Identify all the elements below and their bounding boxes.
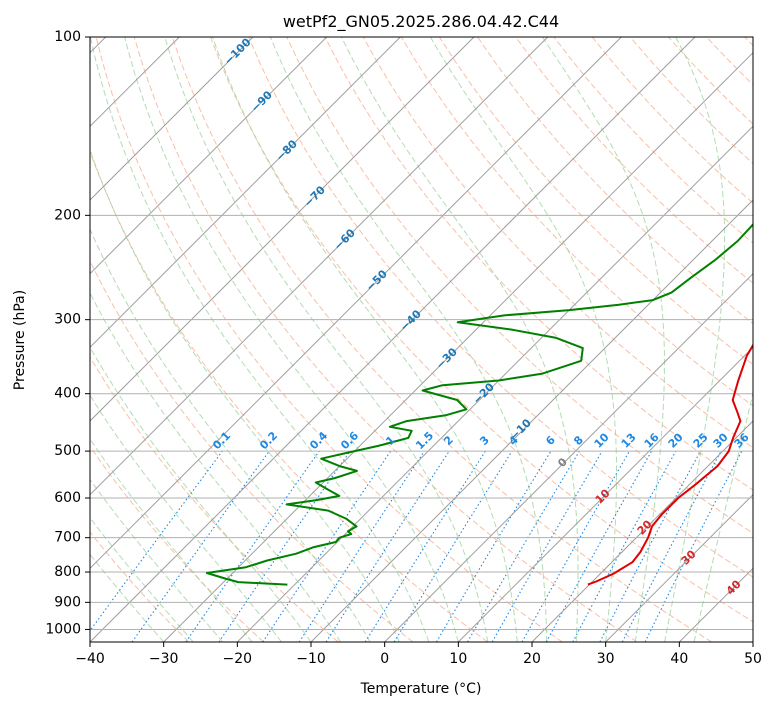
moist-adiabat (164, 37, 489, 642)
isotherm (90, 37, 696, 642)
mixing-ratio-line (521, 450, 630, 642)
moist-adiabat (429, 37, 617, 642)
moist-adiabat (90, 228, 371, 642)
isotherm (163, 51, 753, 642)
isotherm (90, 37, 401, 349)
moist-adiabat (90, 147, 400, 642)
x-axis-label: Temperature (°C) (360, 681, 482, 697)
moist-adiabat (90, 478, 223, 642)
y-tick-label: 600 (54, 490, 81, 506)
y-tick-label: 900 (54, 594, 81, 610)
isotherm (605, 493, 753, 642)
mixing-ratio-line (131, 450, 270, 642)
dewpoint-line (205, 223, 753, 586)
x-tick-label: −40 (75, 651, 105, 667)
y-tick-label: 700 (54, 530, 81, 546)
x-tick-label: 0 (380, 651, 389, 667)
dry-adiabat (438, 37, 753, 366)
x-tick-label: −10 (296, 651, 326, 667)
y-tick-label: 200 (54, 207, 81, 223)
temperature-line (587, 343, 753, 586)
mixing-ratio-line (218, 450, 351, 642)
dry-adiabat (90, 356, 339, 642)
mixing-ratio-line (545, 450, 653, 642)
mixing-ratio-line (393, 450, 513, 642)
moist-adiabat (90, 516, 194, 642)
moist-adiabat (90, 346, 312, 642)
dry-adiabat (248, 37, 753, 578)
mixing-ratio-line (644, 450, 743, 642)
dry-adiabat (95, 37, 563, 642)
dry-adiabat (90, 531, 190, 642)
dry-adiabat (210, 37, 753, 623)
y-tick-label: 800 (54, 564, 81, 580)
isotherm (384, 272, 753, 642)
isotherm (90, 37, 475, 422)
isotherm (531, 420, 753, 642)
moist-adiabat (542, 37, 666, 642)
x-tick-label: −30 (149, 651, 179, 667)
isotherm (310, 199, 753, 642)
isotherm (90, 37, 254, 201)
mixing-ratio-line (185, 450, 320, 642)
moist-adiabat (90, 37, 430, 642)
x-tick-label: 10 (449, 651, 467, 667)
isotherm (90, 37, 622, 570)
x-tick-label: 50 (744, 651, 762, 667)
x-tick-label: 40 (670, 651, 688, 667)
moist-adiabat (340, 37, 579, 642)
moist-adiabat (664, 37, 726, 642)
x-tick-label: −20 (223, 651, 253, 667)
y-tick-label: 100 (54, 29, 81, 45)
isotherm (457, 346, 753, 642)
mixing-ratio-line (325, 450, 450, 642)
moist-adiabat (212, 37, 518, 642)
moist-adiabat (90, 438, 253, 642)
mixing-ratio-line (298, 450, 425, 642)
isotherm (90, 37, 328, 275)
plot-frame (89, 36, 754, 643)
dry-adiabat (90, 445, 264, 642)
mixing-ratio-line (572, 450, 677, 642)
mixing-ratio-line (90, 450, 223, 632)
x-tick-label: 20 (523, 651, 541, 667)
moist-adiabat (90, 553, 165, 642)
y-axis-label: Pressure (hPa) (12, 290, 28, 390)
dry-adiabat (400, 37, 753, 407)
isotherm (90, 37, 549, 496)
dry-adiabat (90, 150, 488, 642)
x-tick-label: 30 (597, 651, 615, 667)
y-tick-label: 400 (54, 386, 81, 402)
y-tick-label: 1000 (45, 621, 81, 637)
isotherm (236, 125, 753, 642)
y-tick-label: 500 (54, 443, 81, 459)
chart-title: wetPf2_GN05.2025.286.04.42.C44 (283, 12, 559, 32)
moist-adiabat (124, 37, 459, 642)
dry-adiabat (515, 37, 753, 284)
moist-adiabat (90, 394, 282, 642)
y-tick-label: 300 (54, 312, 81, 328)
mixing-ratio-line (262, 450, 392, 642)
